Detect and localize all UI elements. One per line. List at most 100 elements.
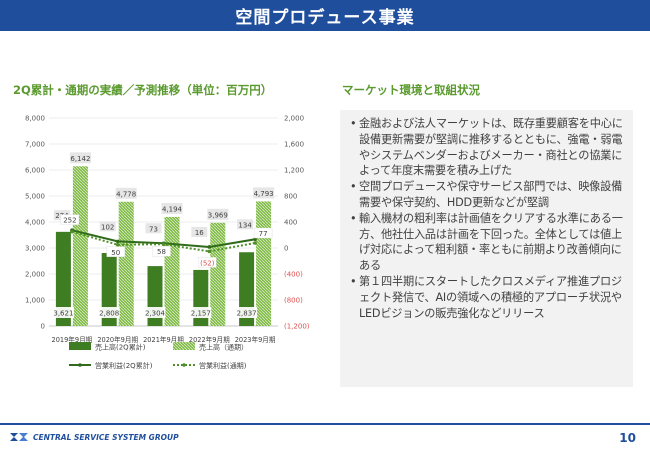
market-section-title: マーケット環境と取組状況 [342, 83, 480, 97]
bar-full-year [72, 166, 88, 326]
left-tick-label: 6,000 [25, 167, 45, 175]
market-bullet: 金融および法人マーケットは、既存重要顧客を中心に設備更新需要が堅調に推移するとと… [350, 116, 625, 179]
bar-2q-value-label: 2,157 [191, 310, 211, 318]
bar-2q-value-label: 2,808 [99, 310, 119, 318]
bar-full-year [256, 201, 272, 326]
line-fy-label-bg [106, 246, 125, 257]
left-tick-label: 7,000 [25, 141, 45, 149]
left-tick-label: 2,000 [25, 271, 45, 279]
right-tick-label: (1,200) [284, 323, 310, 331]
header-bar: 空間プロデュース事業 [0, 0, 650, 31]
bar-full-year-value-label: 6,142 [70, 155, 90, 163]
legend-label-2q-sales: 売上高(2Q累計) [95, 343, 146, 352]
bar-2q-value-label: 2,304 [145, 310, 166, 318]
bar-full-year [118, 201, 134, 326]
bar-full-year-value-label: 4,793 [254, 190, 274, 198]
line-fy-value-label: 58 [157, 248, 166, 256]
company-logo: CENTRAL SERVICE SYSTEM GROUP [8, 431, 179, 443]
line-2q-value-label: 102 [101, 223, 114, 231]
left-tick-label: 3,000 [25, 245, 45, 253]
right-tick-label: 2,000 [284, 115, 304, 123]
bar-full-year-label-bg [207, 208, 229, 220]
bar-full-year-label-bg [115, 187, 137, 199]
right-tick-label: (800) [284, 297, 303, 305]
market-bullet: 第１四半期にスタートしたクロスメディア推進プロジェクト発信で、AIの領域への積極… [350, 274, 625, 321]
right-tick-label: 800 [284, 193, 297, 201]
left-tick-label: 1,000 [25, 297, 45, 305]
left-tick-label: 8,000 [25, 115, 45, 123]
left-tick-label: 5,000 [25, 193, 45, 201]
bar-full-year-label-bg [161, 202, 183, 214]
left-tick-label: 4,000 [25, 219, 45, 227]
page-title: 空間プロデュース事業 [235, 8, 415, 28]
right-tick-label: 1,600 [284, 141, 304, 149]
point-op-full-year [207, 249, 212, 254]
point-op-2q [115, 239, 120, 244]
legend-label-fy-sales: 売上高（通期） [199, 343, 248, 352]
line-fy-label-bg [152, 246, 171, 257]
right-tick-label: 1,200 [284, 167, 304, 175]
right-tick-label: 400 [284, 219, 297, 227]
category-label: 2020年9月期 [97, 335, 138, 344]
logo-mark-icon [10, 433, 28, 441]
point-op-full-year [253, 241, 257, 245]
category-label: 2022年9月期 [189, 335, 230, 344]
point-op-full-year [70, 229, 74, 234]
line-fy-value-label: 50 [111, 249, 120, 257]
right-tick-label: 0 [284, 245, 288, 253]
chart-section-title: 2Q累計・通期の実績／予測推移（単位：百万円） [13, 83, 273, 97]
category-label: 2023年9月期 [235, 335, 276, 344]
footer-divider [0, 423, 650, 425]
legend-point-2q-op [78, 363, 82, 367]
line-fy-label-bg [198, 257, 217, 268]
market-panel: 金融および法人マーケットは、既存重要顧客を中心に設備更新需要が堅調に推移するとと… [340, 110, 633, 387]
category-label: 2019年9月期 [52, 335, 93, 344]
line-fy-value-label: 252 [63, 217, 76, 225]
company-name: CENTRAL SERVICE SYSTEM GROUP [33, 432, 179, 442]
legend-label-fy-op: 営業利益(通期) [199, 361, 247, 370]
bar-2q-label-bg [190, 307, 212, 318]
market-bullet: 空間プロデュースや保守サービス部門では、映像設備需要や保守契約、HDD更新などが… [350, 179, 625, 211]
bar-full-year-value-label: 4,778 [116, 190, 136, 198]
bar-full-year [210, 222, 226, 326]
line-2q-value-label: 73 [149, 225, 158, 233]
line-fy-value-label: 77 [259, 230, 268, 238]
line-fy-label-bg [253, 227, 273, 239]
bar-2q-value-label: 2,837 [237, 310, 257, 318]
line-2q-value-label: 134 [238, 221, 252, 229]
legend-point-fy-op [182, 363, 186, 367]
market-bullet-list: 金融および法人マーケットは、既存重要顧客を中心に設備更新需要が堅調に推移するとと… [340, 110, 633, 321]
category-label: 2021年9月期 [143, 335, 184, 344]
point-op-2q [253, 237, 257, 242]
market-bullet: 輸入機材の粗利率は計画値をクリアする水準にある一方、他社仕入品は計画を下回った。… [350, 211, 625, 274]
bar-2q [55, 231, 71, 326]
line-2q-label-bg [237, 219, 254, 230]
sales-profit-chart: 0 1,000 2,000 3,000 4,000 5,000 6,000 7,000 8,00… [25, 115, 310, 371]
bar-2q-label-bg [52, 307, 74, 318]
legend-swatch-2q-sales [69, 342, 91, 350]
bar-full-year-label-bg [69, 152, 91, 164]
bar-2q-value-label: 3,621 [53, 310, 73, 318]
bar-full-year-value-label: 3,969 [208, 211, 228, 219]
bar-2q-label-bg [236, 307, 258, 318]
bar-2q-label-bg [98, 307, 120, 318]
point-op-full-year [115, 242, 120, 247]
line-2q-label-bg [191, 226, 208, 237]
line-2q-label-bg [145, 223, 162, 234]
line-fy-label-bg [60, 214, 80, 225]
line-2q-label-bg [99, 221, 116, 232]
page-number: 10 [619, 431, 636, 445]
bar-full-year-label-bg [253, 187, 275, 199]
point-op-full-year [161, 242, 166, 247]
legend-label-2q-op: 営業利益(2Q累計) [95, 361, 153, 370]
right-tick-label: (400) [284, 271, 303, 279]
line-2q-value-label: 16 [195, 229, 204, 237]
line-fy-value-label: (52) [200, 259, 215, 267]
bar-2q-label-bg [144, 307, 166, 318]
bar-full-year-value-label: 4,194 [162, 205, 183, 213]
bar-full-year [164, 216, 180, 326]
left-tick-label: 0 [41, 323, 45, 331]
point-op-2q [207, 245, 212, 249]
chart-panel: 0 1,000 2,000 3,000 4,000 5,000 6,000 7,000 8,00… [13, 110, 312, 385]
legend-swatch-fy-sales [173, 342, 195, 350]
